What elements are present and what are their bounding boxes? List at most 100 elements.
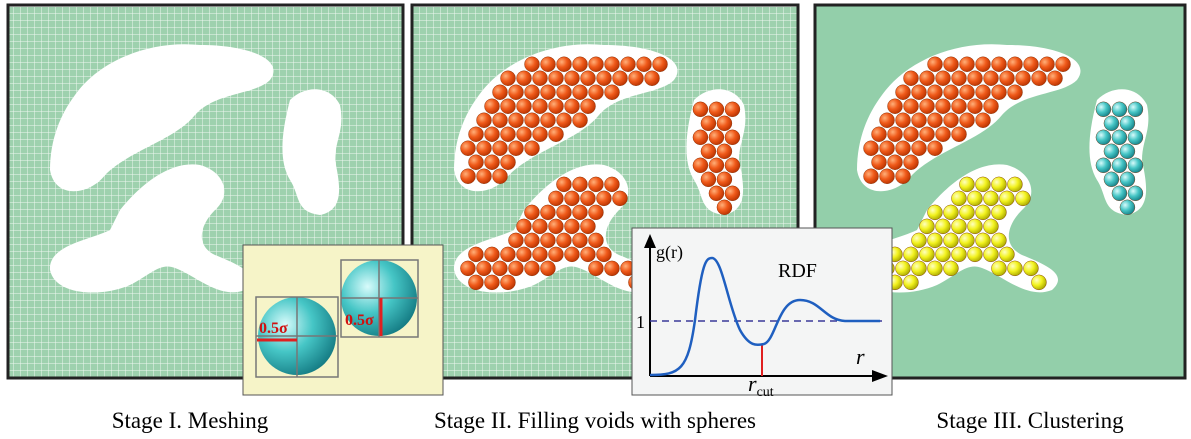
sphere [968, 99, 983, 114]
sphere [1056, 57, 1071, 72]
sphere [952, 127, 967, 142]
sphere [880, 113, 895, 128]
sphere [943, 233, 958, 248]
sphere [983, 191, 998, 206]
sphere [556, 205, 571, 220]
sphere [896, 113, 911, 128]
sphere [1000, 71, 1015, 86]
sphere [717, 116, 732, 131]
sphere [983, 247, 998, 262]
sphere [975, 205, 990, 220]
sphere [967, 247, 982, 262]
sphere [501, 155, 516, 170]
sphere [912, 85, 927, 100]
sphere [999, 247, 1014, 262]
sphere [725, 186, 740, 201]
sphere [1120, 116, 1135, 131]
sphere [959, 233, 974, 248]
sphere [485, 127, 500, 142]
sphere [533, 127, 548, 142]
sphere [517, 127, 532, 142]
sphere [613, 71, 628, 86]
sphere [880, 169, 895, 184]
sphere [1120, 172, 1135, 187]
sphere [991, 177, 1006, 192]
sphere [549, 99, 564, 114]
sphere [943, 205, 958, 220]
sphere [992, 57, 1007, 72]
sphere [604, 177, 619, 192]
sphere [557, 85, 572, 100]
sphere [565, 99, 580, 114]
sphere [872, 127, 887, 142]
sphere [493, 113, 508, 128]
sphere [936, 127, 951, 142]
sphere [477, 169, 492, 184]
sphere [508, 261, 523, 276]
sphere [461, 169, 476, 184]
sphere [896, 141, 911, 156]
sphere [484, 247, 499, 262]
sphere [984, 71, 999, 86]
sphere [1096, 158, 1111, 173]
sphere [991, 261, 1006, 276]
sphere [967, 191, 982, 206]
sphere [564, 247, 579, 262]
sphere [541, 57, 556, 72]
sphere [557, 113, 572, 128]
sphere [557, 57, 572, 72]
sphere [912, 141, 927, 156]
sphere [525, 85, 540, 100]
sphere [693, 130, 708, 145]
sphere [992, 85, 1007, 100]
sphere [548, 219, 563, 234]
sphere [548, 247, 563, 262]
sphere [517, 99, 532, 114]
sphere [693, 158, 708, 173]
sphere [928, 113, 943, 128]
sphere [572, 205, 587, 220]
sphere [928, 85, 943, 100]
sphere [991, 205, 1006, 220]
sphere [983, 219, 998, 234]
sphere [975, 177, 990, 192]
sphere [581, 71, 596, 86]
sphere [725, 158, 740, 173]
sphere [517, 71, 532, 86]
sphere [1096, 130, 1111, 145]
rdf-title: RDF [778, 260, 817, 282]
sphere [516, 219, 531, 234]
sphere [653, 57, 668, 72]
sphere [960, 85, 975, 100]
sphere [548, 191, 563, 206]
sphere [612, 191, 627, 206]
sphere [1023, 261, 1038, 276]
sphere [509, 141, 524, 156]
sphere [984, 99, 999, 114]
sphere [959, 177, 974, 192]
sphere-inset: 0.5σ 0.5σ [243, 245, 443, 395]
sphere [500, 275, 515, 290]
sphere [927, 205, 942, 220]
sphere [509, 85, 524, 100]
sphere [951, 191, 966, 206]
sphere [525, 57, 540, 72]
sphere [888, 155, 903, 170]
sphere [952, 99, 967, 114]
sphere [1104, 144, 1119, 159]
sphere [1112, 158, 1127, 173]
sphere [967, 219, 982, 234]
sphere [928, 141, 943, 156]
sphere [533, 71, 548, 86]
sphere [500, 247, 515, 262]
sphere [864, 169, 879, 184]
sphere [572, 177, 587, 192]
sphere [888, 99, 903, 114]
sphere [540, 261, 555, 276]
sphere [1008, 85, 1023, 100]
sphere [903, 275, 918, 290]
sphere [709, 186, 724, 201]
figure: 0.5σ 0.5σ g(r) RDF 1 r rcut Stage I. Mes… [0, 0, 1191, 439]
sphere [919, 219, 934, 234]
sphere [864, 141, 879, 156]
